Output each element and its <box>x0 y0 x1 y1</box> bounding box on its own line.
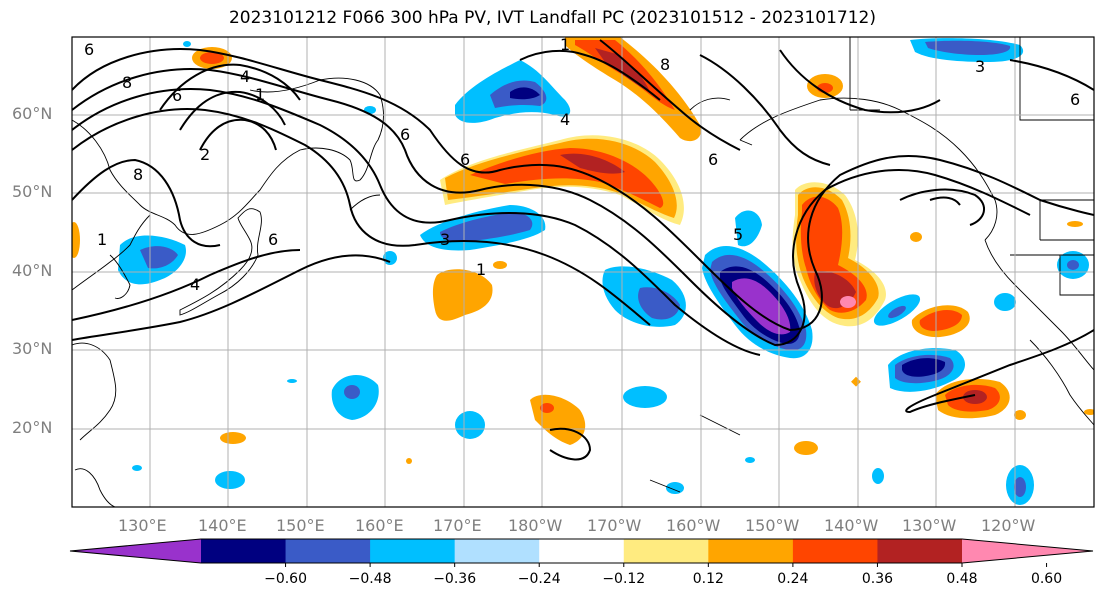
pv-anomaly-shading <box>72 37 1094 505</box>
ivt-contours <box>72 39 1094 461</box>
lat-label: 20°N <box>12 418 53 437</box>
colorbar-segment <box>201 539 287 563</box>
lat-label: 50°N <box>12 182 53 201</box>
colorbar-extend-max <box>962 539 1093 563</box>
colorbar-segment <box>539 539 625 563</box>
colorbar-tick-label: 0.48 <box>946 571 978 587</box>
contour-labels: 8 6 4 1 6 8 1 2 6 3 4 6 1 4 8 6 1 6 6 5 … <box>84 35 1080 294</box>
contour-label: 1 <box>255 85 265 104</box>
contour-label: 6 <box>1070 90 1080 109</box>
colorbar-extend-min <box>70 539 201 563</box>
colorbar-segment <box>792 539 878 563</box>
contour-label: 6 <box>708 150 718 169</box>
contour-label: 8 <box>133 165 143 184</box>
contour-label: 3 <box>440 230 450 249</box>
colorbar-tick-label: −0.24 <box>517 571 561 587</box>
colorbar-segment <box>877 539 963 563</box>
colorbar-tick-label: 0.24 <box>777 571 809 587</box>
colorbar-tick-label: −0.12 <box>602 571 646 587</box>
colorbar-segment <box>454 539 540 563</box>
lon-label: 160°W <box>666 516 721 535</box>
map-frame <box>71 36 1095 508</box>
contour-label: 4 <box>240 67 250 86</box>
contour-label: 8 <box>122 73 132 92</box>
colorbar-segment <box>623 539 709 563</box>
contour-label: 2 <box>200 145 210 164</box>
contour-label: 6 <box>84 40 94 59</box>
lat-label: 60°N <box>12 104 53 123</box>
colorbar-tick-label: −0.48 <box>348 571 392 587</box>
colorbar-outline <box>69 538 1094 564</box>
colorbar <box>69 538 1094 567</box>
contour-label: 4 <box>190 275 200 294</box>
contour-label: 6 <box>460 150 470 169</box>
lon-label: 120°W <box>981 516 1036 535</box>
colorbar-tick-label: −0.60 <box>264 571 307 587</box>
contour-label: 5 <box>733 225 743 244</box>
lon-label: 160°E <box>355 516 404 535</box>
lon-label: 140°W <box>824 516 879 535</box>
contour-label: 8 <box>660 55 670 74</box>
lon-label: 150°W <box>745 516 800 535</box>
contour-label: 6 <box>268 230 278 249</box>
colorbar-segment <box>708 539 794 563</box>
coastlines <box>72 37 1094 507</box>
contour-label: 4 <box>560 110 570 129</box>
contour-label: 1 <box>560 35 570 54</box>
contour-label: 1 <box>97 230 107 249</box>
lon-label: 130°E <box>118 516 167 535</box>
contour-label: 6 <box>172 86 182 105</box>
lon-label: 140°E <box>198 516 247 535</box>
lat-label: 40°N <box>12 261 53 280</box>
colorbar-segment <box>285 539 371 563</box>
contour-label: 6 <box>400 125 410 144</box>
lon-label: 130°W <box>902 516 957 535</box>
colorbar-tick-label: −0.36 <box>433 571 477 587</box>
lon-label: 180°W <box>508 516 563 535</box>
colorbar-tick-label: 0.60 <box>1030 571 1063 587</box>
contour-label: 3 <box>975 57 985 76</box>
graticule <box>72 37 1094 507</box>
colorbar-segment <box>370 539 456 563</box>
lon-label: 170°W <box>587 516 642 535</box>
map-title: 2023101212 F066 300 hPa PV, IVT Landfall… <box>228 8 876 28</box>
lat-label: 30°N <box>12 339 53 358</box>
contour-label: 1 <box>476 260 486 279</box>
colorbar-tick-label: 0.36 <box>861 571 894 587</box>
lon-label: 170°E <box>433 516 482 535</box>
lon-label: 150°E <box>276 516 325 535</box>
colorbar-tick-label: 0.12 <box>692 571 724 587</box>
